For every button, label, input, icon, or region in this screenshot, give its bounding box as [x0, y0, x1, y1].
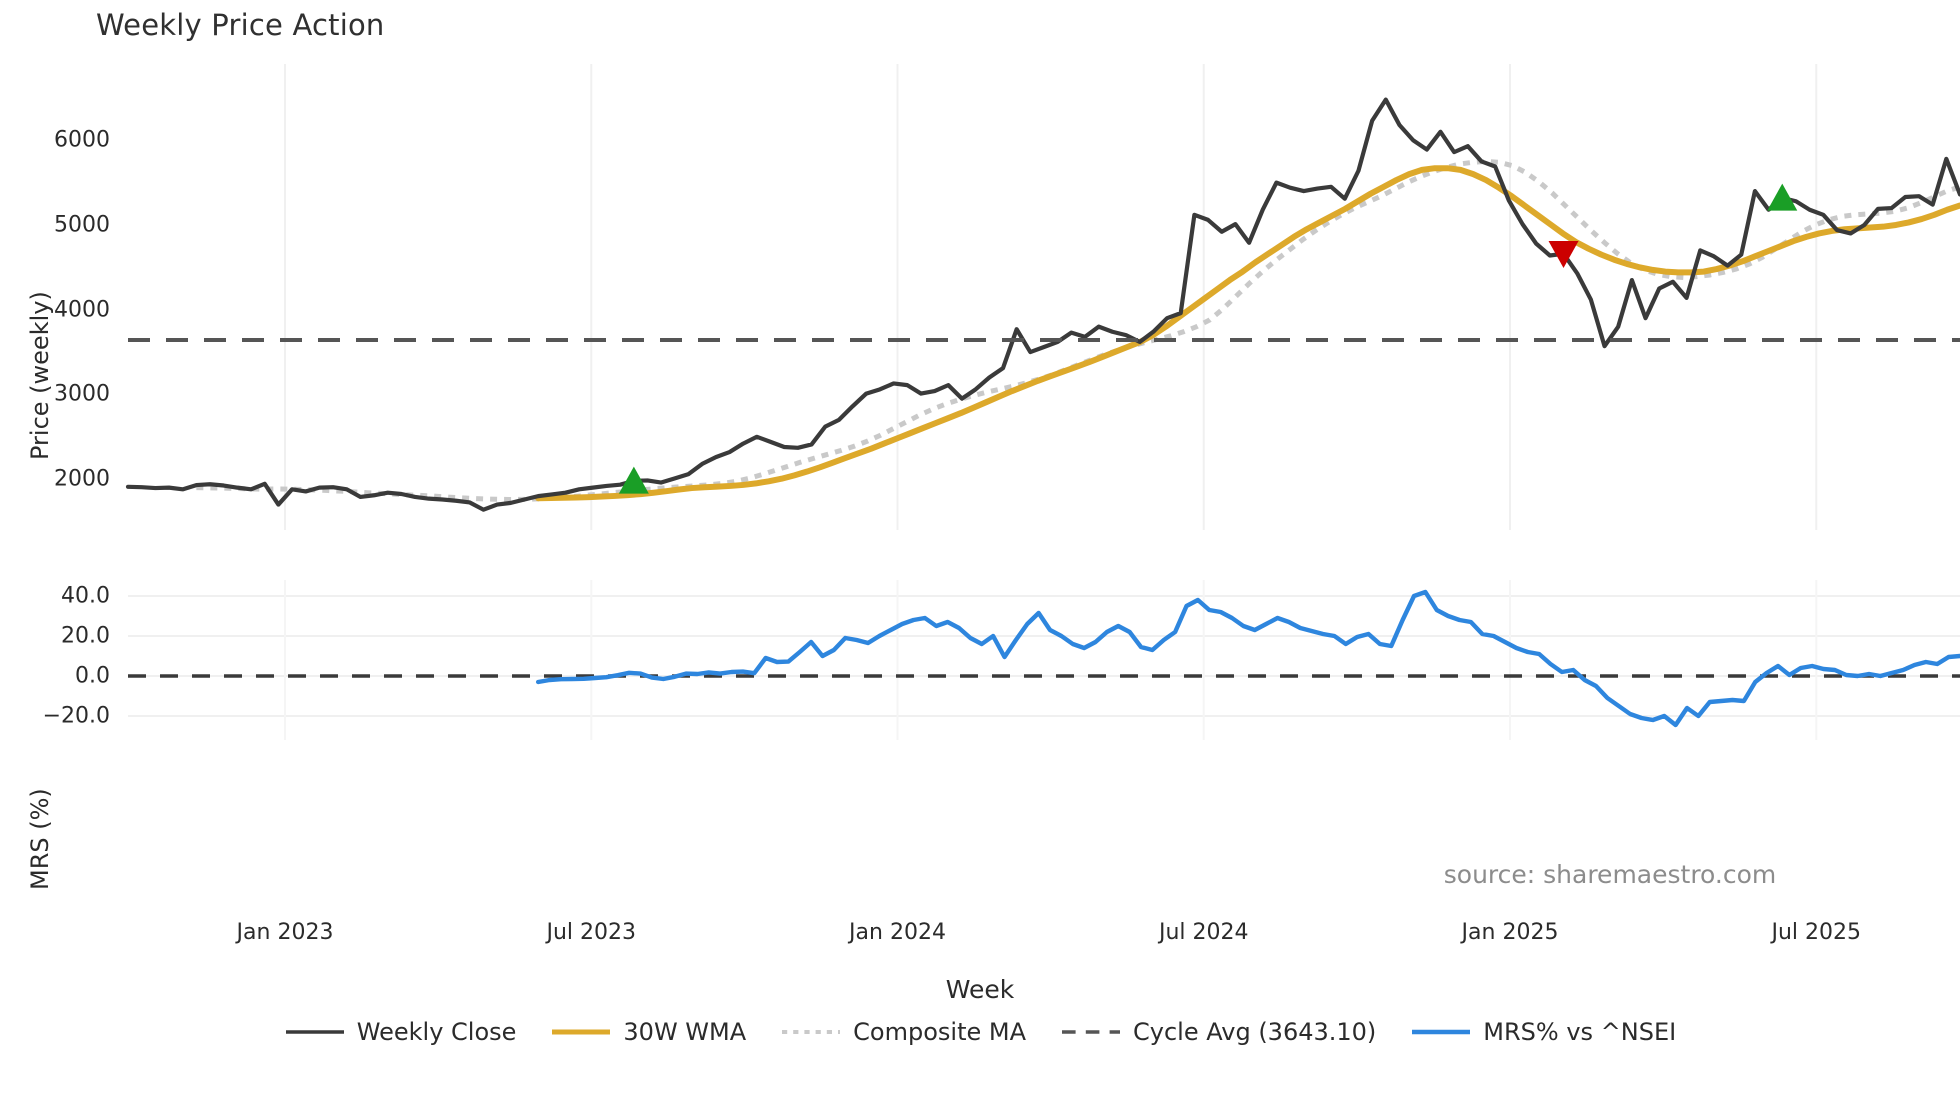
x-tick-label: Jul 2025	[1771, 920, 1862, 945]
sell-signal-marker	[1548, 241, 1579, 269]
x-tick-label: Jan 2025	[1461, 920, 1559, 945]
source-watermark: source: sharemaestro.com	[1443, 860, 1777, 889]
price-y-tick-label: 5000	[54, 212, 110, 238]
mrs-plot-svg	[128, 580, 1960, 740]
legend-cycle-avg-swatch	[1062, 1030, 1121, 1034]
page-title: Weekly Price Action	[96, 8, 385, 42]
legend-30w-wma-label: 30W WMA	[623, 1018, 747, 1046]
price-plot-svg	[125, 64, 1960, 530]
mrs-y-tick-label: 0.0	[75, 663, 110, 689]
legend-mrs-label: MRS% vs ^NSEI	[1483, 1018, 1677, 1046]
price-y-tick-label: 3000	[54, 381, 110, 407]
legend-30w-wma-swatch	[552, 1029, 611, 1035]
legend-mrs[interactable]: MRS% vs ^NSEI	[1410, 1018, 1676, 1046]
mrs-y-tick-label: 20.0	[61, 623, 110, 649]
x-tick-label: Jan 2024	[849, 920, 946, 945]
price-y-tick-label: 2000	[54, 466, 110, 492]
mrs-y-tick-label: 40.0	[61, 583, 110, 609]
wma-line	[535, 165, 1960, 502]
legend-30w-wma[interactable]: 30W WMA	[550, 1018, 746, 1046]
buy-signal-marker	[618, 466, 649, 494]
x-tick-label: Jul 2024	[1158, 920, 1249, 945]
legend-composite-ma-label: Composite MA	[853, 1018, 1027, 1046]
legend-cycle-avg[interactable]: Cycle Avg (3643.10)	[1060, 1018, 1376, 1046]
chart-legend: Weekly Close 30W WMA Composite MA Cycle Avg…	[0, 1018, 1960, 1046]
x-axis-label: Week	[945, 975, 1015, 1004]
legend-weekly-close[interactable]: Weekly Close	[284, 1018, 517, 1046]
mrs-axis-label: MRS (%)	[26, 788, 54, 890]
legend-composite-ma-swatch	[782, 1030, 841, 1034]
mrs-line	[535, 589, 1960, 728]
legend-weekly-close-label: Weekly Close	[356, 1018, 517, 1046]
weekly-close-line	[125, 97, 1960, 512]
price-y-tick-label: 6000	[54, 127, 110, 153]
price-y-tick-label: 4000	[54, 297, 110, 323]
mrs-panel	[128, 580, 1960, 740]
x-tick-label: Jan 2023	[236, 920, 334, 945]
mrs-y-tick-label: −20.0	[42, 703, 110, 729]
composite-ma-line	[196, 158, 1960, 503]
legend-cycle-avg-label: Cycle Avg (3643.10)	[1133, 1018, 1377, 1046]
legend-weekly-close-swatch	[285, 1030, 344, 1034]
legend-mrs-swatch	[1412, 1029, 1471, 1035]
legend-composite-ma[interactable]: Composite MA	[780, 1018, 1026, 1046]
buy-signal-marker	[1767, 183, 1798, 211]
x-tick-label: Jul 2023	[546, 920, 637, 945]
price-panel	[125, 64, 1960, 530]
